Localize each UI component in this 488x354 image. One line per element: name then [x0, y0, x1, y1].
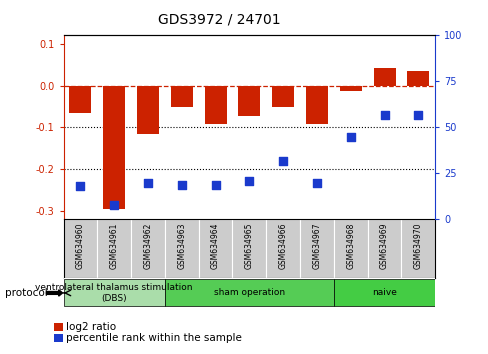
Bar	[69, 86, 91, 113]
Bar	[170, 86, 192, 107]
Text: sham operation: sham operation	[213, 289, 285, 297]
FancyBboxPatch shape	[63, 219, 97, 278]
FancyBboxPatch shape	[164, 279, 333, 307]
Text: GSM634966: GSM634966	[278, 222, 287, 269]
Text: GSM634967: GSM634967	[312, 222, 321, 269]
Point	[346, 134, 354, 139]
Bar	[373, 68, 395, 86]
Bar	[407, 71, 428, 86]
FancyBboxPatch shape	[401, 219, 434, 278]
FancyBboxPatch shape	[367, 219, 401, 278]
Point	[413, 112, 421, 118]
Bar	[339, 86, 361, 91]
FancyBboxPatch shape	[333, 279, 434, 307]
Text: GSM634960: GSM634960	[76, 222, 85, 269]
FancyBboxPatch shape	[266, 219, 300, 278]
Text: GSM634963: GSM634963	[177, 222, 186, 269]
Point	[245, 178, 253, 184]
Bar	[137, 86, 159, 134]
FancyBboxPatch shape	[300, 219, 333, 278]
Text: GSM634969: GSM634969	[379, 222, 388, 269]
Text: naive: naive	[371, 289, 396, 297]
Text: GSM634961: GSM634961	[109, 222, 119, 269]
Bar	[272, 86, 294, 107]
Point	[312, 180, 320, 185]
FancyBboxPatch shape	[198, 219, 232, 278]
Point	[211, 182, 219, 187]
Text: percentile rank within the sample: percentile rank within the sample	[66, 333, 242, 343]
Point	[380, 112, 387, 118]
FancyBboxPatch shape	[164, 219, 198, 278]
FancyBboxPatch shape	[131, 219, 164, 278]
Point	[178, 182, 185, 187]
FancyBboxPatch shape	[232, 219, 266, 278]
Text: GSM634968: GSM634968	[346, 222, 354, 269]
Point	[279, 158, 286, 164]
FancyBboxPatch shape	[333, 219, 367, 278]
Point	[77, 183, 84, 189]
Text: GSM634965: GSM634965	[244, 222, 253, 269]
Text: GDS3972 / 24701: GDS3972 / 24701	[158, 12, 281, 27]
Point	[110, 202, 118, 207]
Bar	[204, 86, 226, 124]
Text: protocol: protocol	[5, 288, 47, 298]
Text: GSM634970: GSM634970	[413, 222, 422, 269]
Text: GSM634964: GSM634964	[211, 222, 220, 269]
Text: log2 ratio: log2 ratio	[66, 322, 116, 332]
Bar	[103, 86, 125, 209]
Point	[144, 180, 152, 185]
Bar	[238, 86, 260, 116]
FancyBboxPatch shape	[97, 219, 131, 278]
Bar	[305, 86, 327, 124]
Text: ventrolateral thalamus stimulation
(DBS): ventrolateral thalamus stimulation (DBS)	[36, 283, 193, 303]
FancyBboxPatch shape	[63, 279, 164, 307]
Text: GSM634962: GSM634962	[143, 222, 152, 269]
